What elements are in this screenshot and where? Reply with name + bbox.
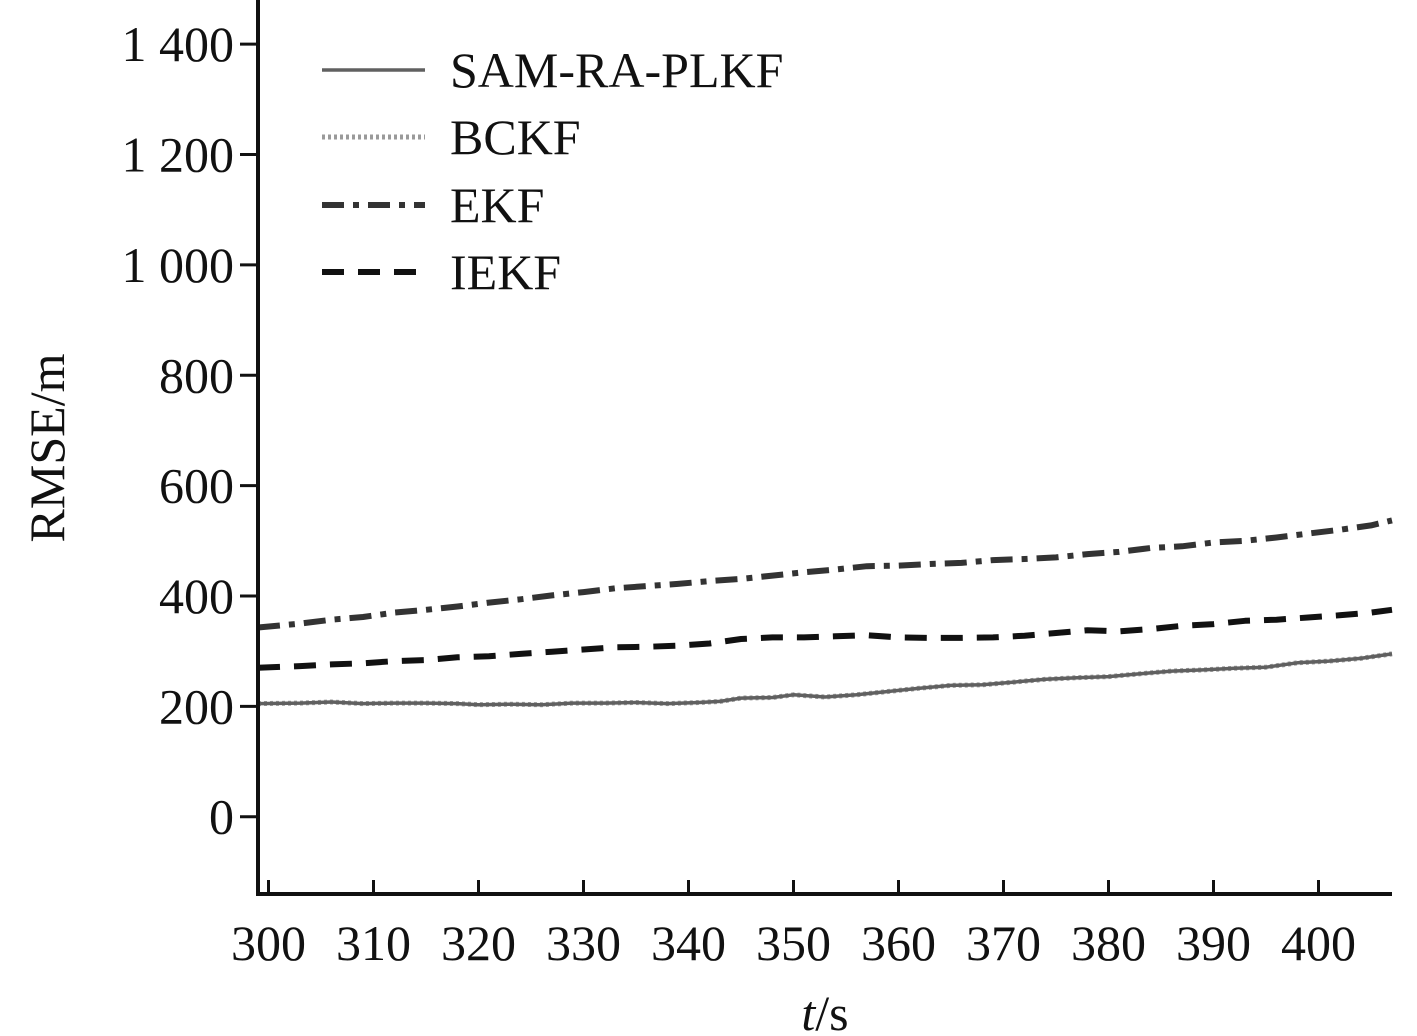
x-tick-label: 400 [1281,915,1356,971]
legend-label: BCKF [450,109,581,165]
x-tick-label: 350 [756,915,831,971]
legend: SAM-RA-PLKF BCKF EKF IEKF [322,42,783,300]
x-tick-label: 380 [1071,915,1146,971]
y-tick-label: 400 [159,568,234,624]
legend-label: EKF [450,177,544,233]
y-tick-label: 1 000 [122,237,235,293]
x-tick-label: 320 [441,915,516,971]
y-tick-label: 800 [159,347,234,403]
x-tick-label: 370 [966,915,1041,971]
x-ticks: 300 310 320 330 340 350 360 370 380 390 400 [231,880,1356,971]
y-tick-label: 0 [209,789,234,845]
x-axis-title-variable: t [801,985,816,1036]
y-tick-label: 600 [159,458,234,514]
x-tick-label: 340 [651,915,726,971]
y-tick-label: 1 400 [122,16,235,72]
series-layer [257,517,1393,708]
series-line-iekf [257,606,1393,671]
x-tick-label: 390 [1176,915,1251,971]
x-tick-label: 300 [231,915,306,971]
legend-label: SAM-RA-PLKF [450,42,783,98]
x-axis-title: t/s [801,985,848,1036]
series-line-sam-ra-plkf [257,652,1393,707]
y-tick-label: 200 [159,678,234,734]
y-axis-title: RMSE/m [19,353,75,542]
x-tick-label: 310 [336,915,411,971]
legend-label: IEKF [450,244,561,300]
x-tick-label: 360 [861,915,936,971]
x-axis-title-unit: /s [815,985,848,1036]
y-ticks: 0 200 400 600 800 1 000 1 200 1 400 [122,16,258,845]
x-tick-label: 330 [546,915,621,971]
axes [256,0,1392,896]
y-tick-label: 1 200 [122,127,235,183]
series-line-ekf [257,517,1393,631]
